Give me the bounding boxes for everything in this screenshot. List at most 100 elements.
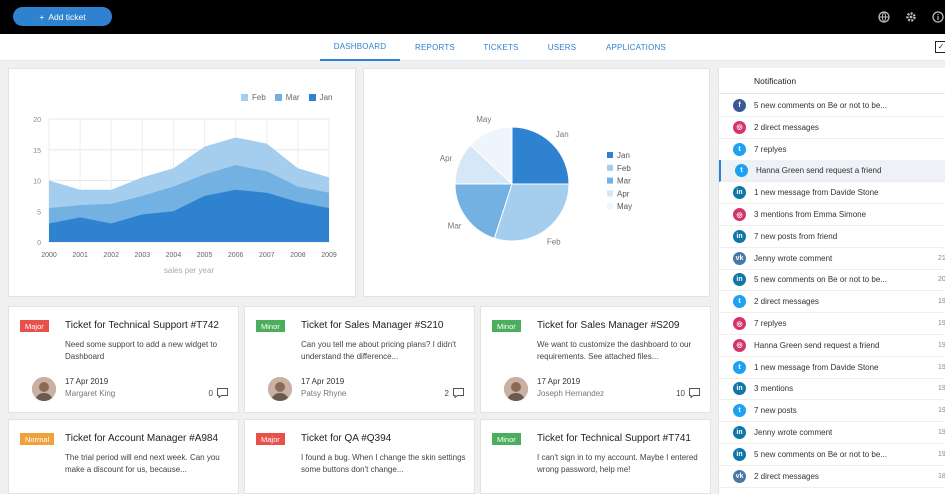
pie-slice-feb[interactable] — [493, 183, 570, 242]
ticket-title[interactable]: Ticket for QA #Q394 — [301, 433, 392, 444]
notification-text: Jenny wrote comment — [754, 428, 833, 437]
notification-item[interactable]: t 7 new posts 19 — [719, 400, 945, 423]
comment-count[interactable]: 0 — [209, 388, 228, 398]
ticket-title[interactable]: Ticket for Sales Manager #S210 — [301, 320, 444, 331]
legend-swatch — [607, 152, 613, 158]
notification-item[interactable]: in 5 new comments on Be or not to be... … — [719, 269, 945, 292]
main-nav: DASHBOARD REPORTS TICKETS USERS APPLICAT… — [0, 34, 945, 61]
notification-item[interactable]: f 5 new comments on Be or not to be... — [719, 95, 945, 117]
ticket-card[interactable]: Normal Ticket for Account Manager #A984 … — [8, 419, 239, 494]
ticket-description: I can't sign in to my account. Maybe I e… — [537, 453, 698, 474]
gear-icon[interactable] — [904, 10, 918, 24]
notification-item[interactable]: vk Jenny wrote comment 21 — [719, 248, 945, 270]
priority-badge: Minor — [256, 320, 285, 332]
notification-item[interactable]: in 3 mentions 19 — [719, 378, 945, 401]
avatar[interactable] — [268, 377, 292, 401]
avatar[interactable] — [504, 377, 528, 401]
y-tick-label: 15 — [33, 148, 41, 155]
comment-count[interactable]: 2 — [445, 388, 464, 398]
notification-item[interactable]: t 7 replyes — [719, 139, 945, 161]
ticket-card[interactable]: Major Ticket for QA #Q394 I found a bug.… — [244, 419, 475, 494]
notification-item[interactable]: ◎ 3 mentions from Emma Simone — [719, 204, 945, 226]
ticket-title[interactable]: Ticket for Technical Support #T742 — [65, 320, 219, 331]
pie-label: Jan — [556, 130, 569, 139]
notification-text: 7 replyes — [754, 144, 787, 154]
ticket-card[interactable]: Major Ticket for Technical Support #T742… — [8, 306, 239, 413]
pie-slice-may[interactable] — [469, 126, 513, 186]
ticket-card[interactable]: Minor Ticket for Sales Manager #S210 Can… — [244, 306, 475, 413]
comment-count[interactable]: 10 — [676, 388, 700, 398]
priority-badge: Major — [256, 433, 285, 445]
notification-item[interactable]: in Jenny wrote comment 19 — [719, 422, 945, 444]
x-tick-label: 2000 — [41, 252, 57, 259]
notification-item[interactable]: ◎ 2 direct messages — [719, 117, 945, 139]
comment-icon — [217, 388, 228, 398]
notification-item[interactable]: in 5 new comments on Be or not to be... … — [719, 444, 945, 466]
twitter-icon: t — [733, 142, 746, 156]
pie-chart: Jan Feb Mar Apr May Jan Feb Mar Apr May — [440, 115, 632, 247]
notification-item[interactable]: vk 2 direct messages 18 — [719, 466, 945, 488]
instagram-icon: ◎ — [733, 208, 746, 221]
y-tick-label: 20 — [33, 117, 41, 124]
ticket-description: Need some support to add a new widget to… — [65, 340, 218, 361]
ticket-title[interactable]: Ticket for Sales Manager #S209 — [537, 320, 680, 331]
notification-item[interactable]: in 1 new message from Davide Stone — [719, 182, 945, 205]
notification-item[interactable]: ◎ Hanna Green send request a friend 19 — [719, 335, 945, 357]
ticket-title[interactable]: Ticket for Account Manager #A984 — [65, 433, 219, 444]
notification-text: 5 new comments on Be or not to be... — [754, 449, 887, 459]
tab-tickets[interactable]: TICKETS — [483, 43, 519, 52]
notification-count: 19 — [938, 363, 945, 371]
ticket-author: Joseph Hernandez — [537, 389, 605, 398]
comment-count-value: 10 — [676, 388, 685, 398]
tab-reports[interactable]: REPORTS — [415, 43, 455, 52]
info-icon[interactable] — [931, 10, 945, 24]
notification-item[interactable]: t 2 direct messages 19 — [719, 291, 945, 314]
y-tick-label: 0 — [37, 240, 41, 247]
notification-text: 5 new comments on Be or not to be... — [754, 275, 887, 285]
legend-label[interactable]: Apr — [617, 189, 630, 198]
ticket-author: Patsy Rhyne — [301, 389, 347, 398]
ticket-title[interactable]: Ticket for Technical Support #T741 — [537, 433, 691, 444]
tab-dashboard[interactable]: DASHBOARD — [320, 34, 400, 61]
tab-applications[interactable]: APPLICATIONS — [605, 43, 667, 52]
legend-swatch — [607, 177, 613, 184]
top-bar: + Add ticket — [0, 0, 945, 34]
pie-slice-mar[interactable] — [454, 183, 513, 239]
notification-item[interactable]: t 1 new message from Davide Stone 19 — [719, 357, 945, 379]
legend-label[interactable]: Feb — [617, 164, 631, 173]
tab-users[interactable]: USERS — [547, 43, 577, 52]
area-series-jan[interactable] — [49, 189, 329, 242]
ticket-card[interactable]: Minor Ticket for Sales Manager #S209 We … — [480, 306, 711, 413]
notification-item[interactable]: t Hanna Green send request a friend — [719, 160, 945, 183]
notification-item[interactable]: ◎ 7 replyes 19 — [719, 313, 945, 335]
comment-count-value: 0 — [208, 388, 213, 398]
twitter-icon: t — [733, 360, 746, 374]
legend-label[interactable]: May — [617, 202, 632, 211]
globe-icon[interactable] — [877, 10, 891, 24]
legend-item[interactable]: Feb — [241, 93, 266, 102]
notification-text: 5 new comments on Be or not to be... — [754, 101, 887, 110]
pie-slice-jan[interactable] — [511, 126, 570, 185]
instagram-icon: ◎ — [733, 338, 746, 352]
legend-swatch — [607, 203, 613, 210]
y-tick-label: 10 — [33, 179, 41, 186]
x-tick-label: 2003 — [135, 252, 151, 259]
x-tick-label: 2006 — [228, 252, 244, 259]
ticket-date: 17 Apr 2019 — [65, 377, 109, 386]
checkbox-icon[interactable]: ✓ — [935, 41, 945, 53]
avatar[interactable] — [32, 377, 56, 401]
legend-item[interactable]: Mar — [274, 93, 300, 102]
notification-text: 2 direct messages — [754, 122, 819, 132]
x-axis-label: sales per year — [164, 266, 215, 275]
notification-count: 19 — [938, 450, 945, 458]
ticket-card[interactable]: Minor Ticket for Technical Support #T741… — [480, 419, 711, 494]
add-ticket-button[interactable]: + Add ticket — [13, 7, 112, 26]
legend-label[interactable]: Mar — [617, 177, 631, 186]
ticket-description: Can you tell me about pricing plans? I d… — [301, 340, 456, 361]
x-tick-label: 2001 — [72, 252, 88, 259]
notification-item[interactable]: in 7 new posts from friend — [719, 226, 945, 248]
legend-label[interactable]: Jan — [617, 151, 630, 160]
ticket-description: I found a bug. When I change the skin se… — [301, 453, 466, 474]
legend-item[interactable]: Jan — [308, 93, 332, 102]
priority-badge: Minor — [492, 433, 521, 445]
